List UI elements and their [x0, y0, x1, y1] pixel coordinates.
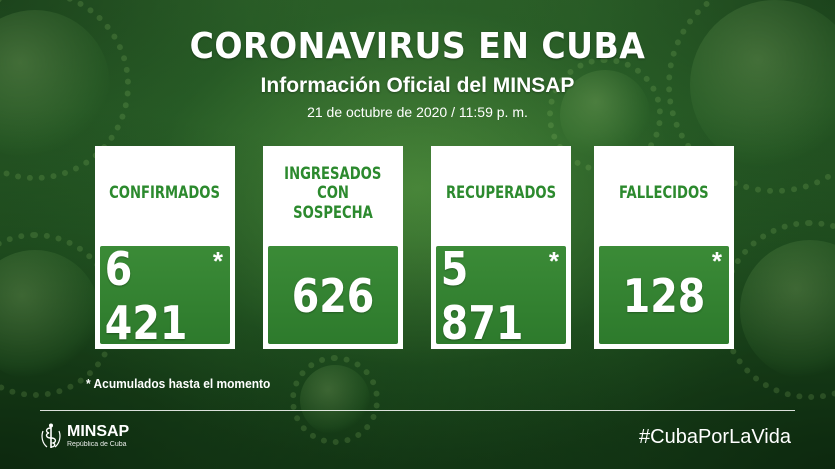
asterisk-mark: * — [212, 246, 223, 276]
stat-value: 128 — [622, 268, 706, 323]
stat-value: 626 — [291, 268, 375, 323]
page-title: CORONAVIRUS EN CUBA — [189, 26, 646, 67]
stat-card-ingresados: INGRESADOS CON SOSPECHA 626 — [263, 146, 403, 349]
page-subtitle: Información Oficial del MINSAP — [260, 74, 575, 97]
minsap-logo: MINSAP República de Cuba — [40, 422, 129, 450]
stat-card-confirmados: CONFIRMADOS 6 421 * — [95, 146, 235, 350]
virus-illustration — [0, 231, 119, 399]
report-datetime: 21 de octubre de 2020 / 11:59 p. m. — [307, 104, 528, 120]
asterisk-mark: * — [548, 246, 559, 276]
stat-value: 5 871 — [440, 241, 524, 350]
virus-illustration — [290, 355, 380, 445]
stat-value: 6 421 — [104, 241, 188, 350]
logo-subtitle: República de Cuba — [67, 440, 127, 448]
virus-illustration — [666, 0, 835, 194]
stat-card-recuperados: RECUPERADOS 5 871 * — [431, 146, 571, 350]
virus-illustration — [0, 0, 131, 181]
logo-name: MINSAP — [67, 422, 130, 440]
stat-label: FALLECIDOS — [594, 146, 734, 242]
stat-label: CONFIRMADOS — [95, 146, 235, 242]
stat-label: RECUPERADOS — [431, 146, 571, 242]
virus-illustration — [720, 220, 835, 400]
asterisk-mark: * — [711, 246, 722, 276]
stat-label: INGRESADOS CON SOSPECHA — [263, 146, 403, 242]
footnote: * Acumulados hasta el momento — [86, 376, 271, 391]
divider — [40, 410, 795, 411]
minsap-emblem-icon — [41, 423, 61, 448]
hashtag: #CubaPorLaVida — [639, 426, 791, 448]
stat-card-fallecidos: FALLECIDOS 128 * — [594, 146, 734, 349]
virus-illustration — [547, 57, 663, 173]
